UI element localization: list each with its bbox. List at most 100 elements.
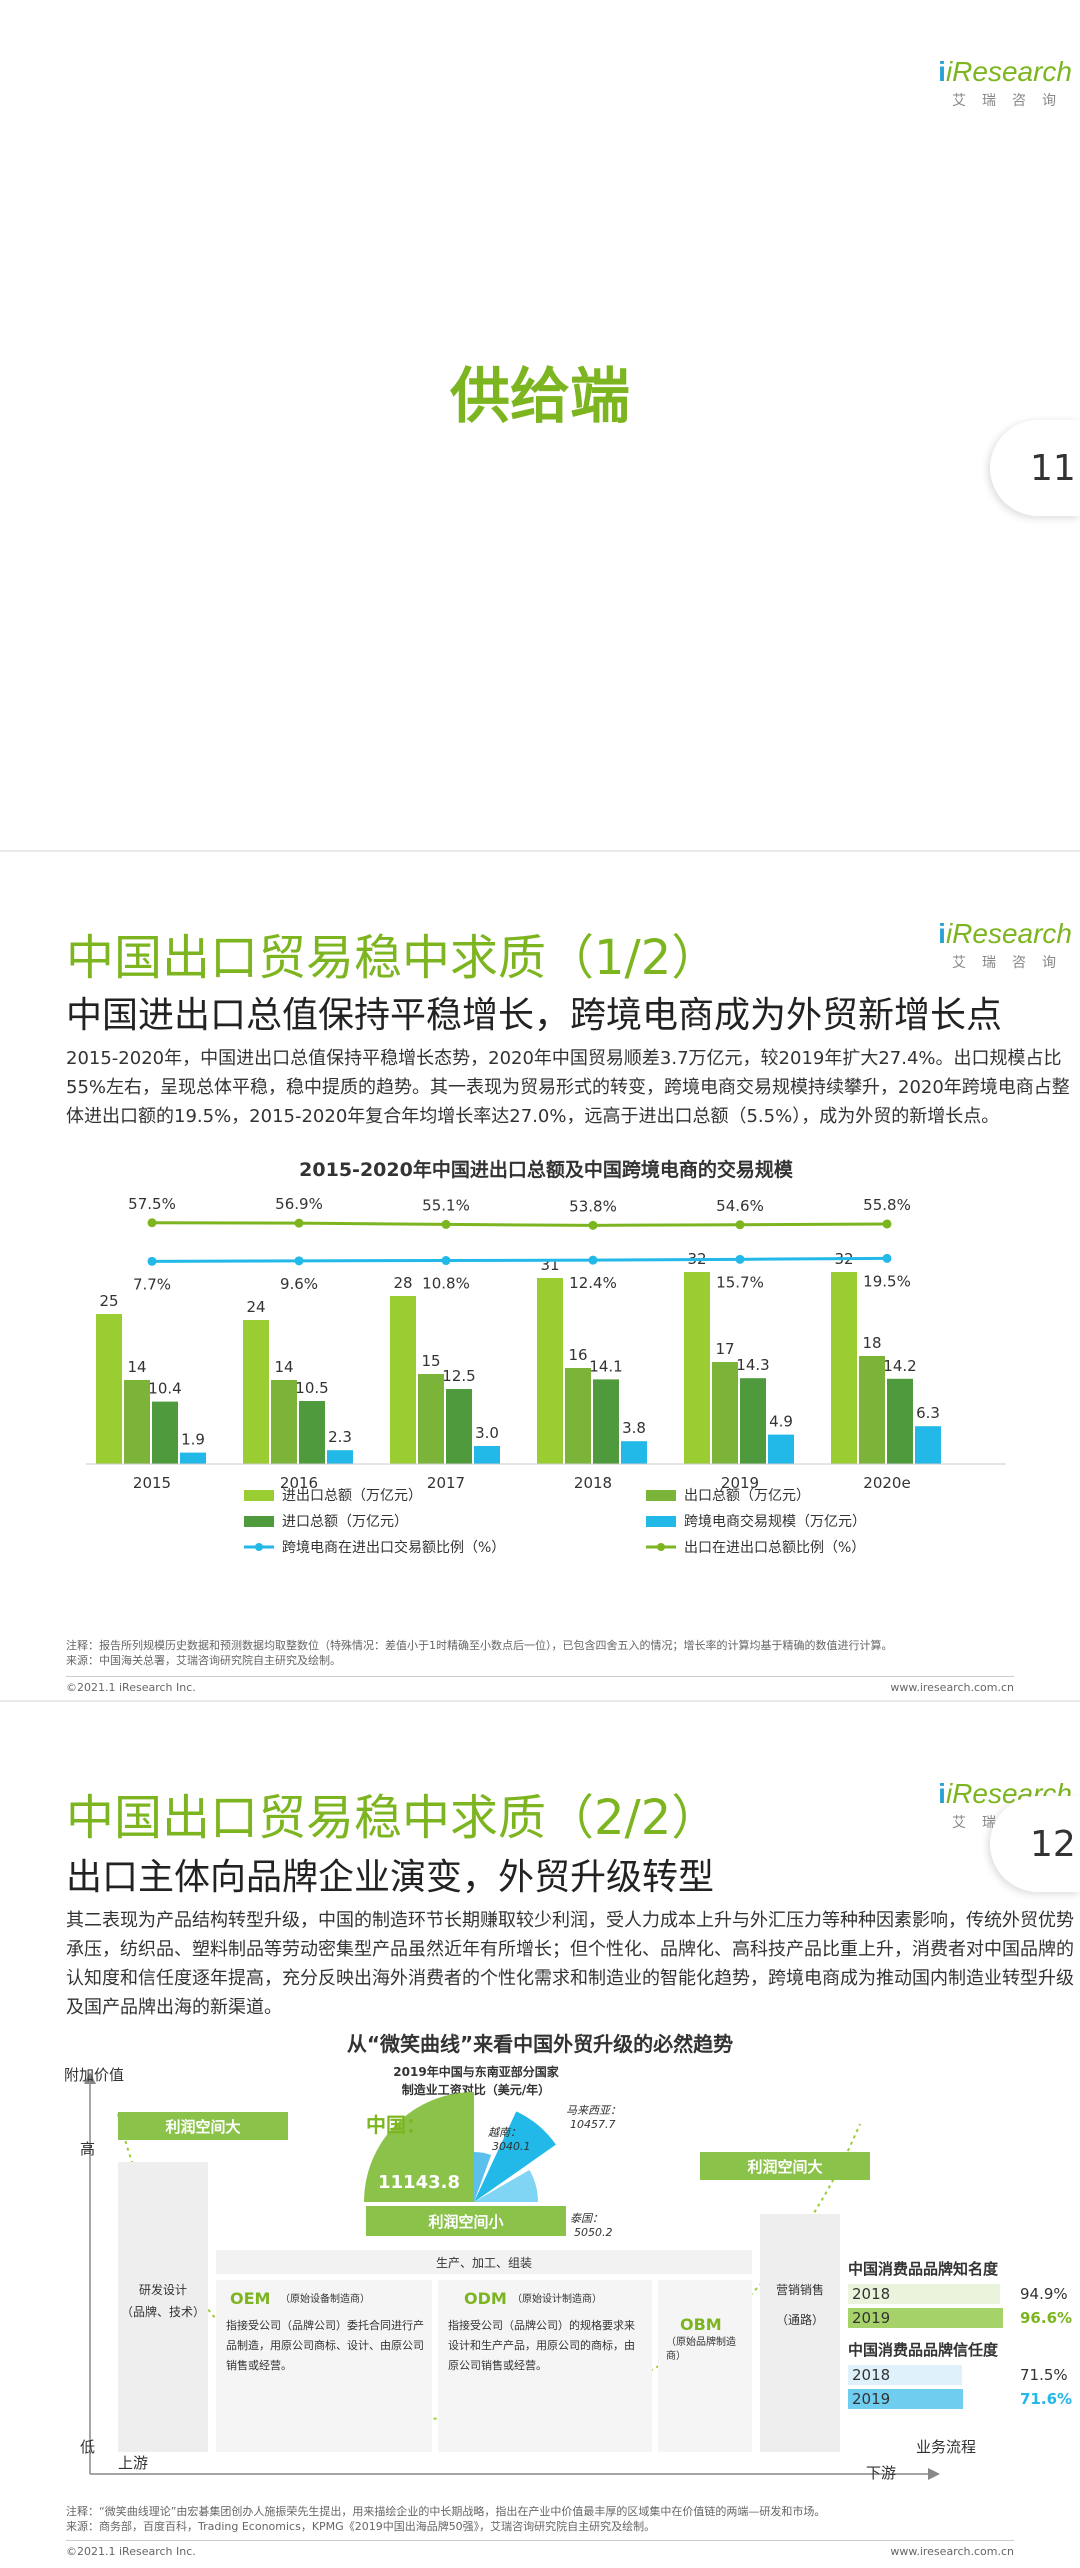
x-tick-0: 2015 (133, 1474, 171, 1492)
legend-dot-5 (657, 1543, 665, 1551)
oem-label: OEM (230, 2289, 270, 2308)
ratio-point-1-2 (441, 1256, 451, 1266)
trust-year-2019: 2019 (852, 2390, 891, 2408)
wage-fan: 越南：3040.1 马来西亚：10457.7 泰国：5050.2 (364, 2092, 621, 2239)
slide-export-trade-1: iiResearch 艾瑞咨询 中国出口贸易稳中求质（1/2） 中国进出口总值保… (0, 852, 1080, 1700)
awareness-bar-2019 (848, 2308, 1003, 2328)
trust-row-2019: 2019 71.6% (848, 2388, 1074, 2410)
bar-label-1-0: 14 (127, 1358, 146, 1376)
bar-label-0-3: 31 (540, 1256, 559, 1274)
production-label: 生产、加工、组装 (436, 2256, 532, 2270)
bar-1-0 (124, 1380, 150, 1464)
wage-wedge-vietnam (474, 2152, 492, 2202)
bar-label-2-0: 10.4 (148, 1380, 181, 1398)
page-number-tab[interactable]: 11 (990, 420, 1080, 516)
website-link[interactable]: www.iresearch.com.cn (890, 1681, 1014, 1694)
ratio-point-1-0 (147, 1256, 157, 1266)
oem-box (216, 2280, 432, 2452)
bar-1-5 (859, 1356, 885, 1464)
awareness-value-2019: 96.6% (1020, 2309, 1073, 2327)
process-label: 业务流程 (916, 2438, 976, 2456)
marketing-sub-label: （通路） (776, 2312, 824, 2327)
trust-bar-2019 (848, 2389, 963, 2409)
slide-subtitle: 出口主体向品牌企业演变，外贸升级转型 (66, 1857, 715, 1898)
summary-paragraph: 其二表现为产品结构转型升级，中国的制造环节长期赚取较少利润，受人力成本上升与外汇… (66, 1910, 1074, 2018)
bar-label-3-1: 2.3 (328, 1428, 352, 1446)
awareness-bar-2018 (848, 2284, 1000, 2304)
ratio-label-0-1: 56.9% (275, 1195, 323, 1213)
legend-swatch-3 (646, 1516, 676, 1527)
bar-label-0-1: 24 (246, 1298, 265, 1316)
brand-stats-panel: 中国消费品品牌知名度 2018 94.9% 2019 96.6% 中国消费品品牌信任度… (848, 2258, 1074, 2412)
wage-country-1: 马来西亚： (566, 2104, 621, 2117)
page-number-tab[interactable]: 12 (990, 1796, 1080, 1892)
slide-subtitle: 中国进出口总值保持平稳增长，跨境电商成为外贸新增长点 (66, 995, 1003, 1036)
trust-value-2019: 71.6% (1020, 2390, 1073, 2408)
ratio-label-0-3: 53.8% (569, 1197, 617, 1215)
profit-big-right-box (700, 2152, 870, 2180)
profit-small-label: 利润空间小 (428, 2213, 503, 2231)
rd-column (118, 2162, 208, 2452)
bar-3-4 (768, 1434, 794, 1464)
wage-wedge-malaysia (474, 2111, 556, 2202)
trust-year-2018: 2018 (852, 2366, 891, 2384)
legend-label-1: 出口总额（万亿元） (684, 1488, 810, 1504)
bar-2-4 (740, 1378, 766, 1464)
x-tick-5: 2020e (863, 1474, 910, 1492)
legend-swatch-1 (646, 1490, 676, 1501)
ratio-label-1-5: 19.5% (863, 1272, 911, 1290)
obm-sub-label: （原始品牌制造商） (666, 2337, 736, 2362)
legend-label-4: 跨境电商在进出口交易额比例（%） (282, 1539, 505, 1556)
ratio-line-0 (151, 1221, 888, 1227)
high-label: 高 (80, 2140, 95, 2158)
legend-label-2: 进口总额（万亿元） (282, 1514, 408, 1530)
bar-label-2-2: 12.5 (442, 1367, 475, 1385)
ratio-point-0-2 (441, 1219, 451, 1229)
obm-label: OBM (680, 2315, 722, 2334)
trust-row-2018: 2018 71.5% (848, 2364, 1074, 2386)
bar-label-1-1: 14 (274, 1358, 293, 1376)
legend-swatch-0 (244, 1490, 274, 1501)
bar-1-1 (271, 1380, 297, 1464)
ratio-line-1 (151, 1256, 888, 1263)
slide-footer: ©2021.1 iResearch Inc. www.iresearch.com… (66, 2540, 1014, 2558)
wage-value-1: 10457.7 (570, 2118, 616, 2131)
odm-description: 指接受公司（品牌公司）的规格要求来设计和生产产品，用原公司的商标，由原公司销售或… (448, 2319, 635, 2372)
bar-3-3 (621, 1441, 647, 1464)
awareness-value-2018: 94.9% (1020, 2285, 1068, 2303)
wage-china-value: 11143.8 (378, 2172, 460, 2193)
profit-big-right-label: 利润空间大 (747, 2158, 822, 2176)
chart-note: 注释：报告所列规模历史数据和预测数据均取整数位（特殊情况：差值小于1时精确至小数… (66, 1639, 893, 1667)
bar-label-3-0: 1.9 (181, 1431, 205, 1449)
bar-label-0-0: 25 (99, 1292, 118, 1310)
legend-dot-4 (255, 1543, 263, 1551)
ratio-label-1-0: 7.7% (133, 1275, 171, 1293)
bar-0-3 (537, 1278, 563, 1464)
slide-footer: ©2021.1 iResearch Inc. www.iresearch.com… (66, 1676, 1014, 1694)
awareness-row-2018: 2018 94.9% (848, 2283, 1074, 2305)
wage-china-label: 中国： (366, 2113, 426, 2137)
ratio-label-0-2: 55.1% (422, 1196, 470, 1214)
slide-export-trade-2: iiResearch 艾瑞咨询 12 中国出口贸易稳中求质（2/2） 出口主体向… (0, 1702, 1080, 2568)
bar-0-5 (831, 1272, 857, 1464)
ratio-point-0-3 (588, 1220, 598, 1230)
low-label: 低 (80, 2438, 95, 2456)
slide-section-cover: iiResearch 艾瑞咨询 供给端 11 (0, 0, 1080, 850)
profit-small-box (366, 2206, 566, 2236)
bar-label-2-5: 14.2 (883, 1357, 916, 1375)
website-link[interactable]: www.iresearch.com.cn (890, 2545, 1014, 2558)
smile-curve-diagram: 附加价值 高 低 上游 下游 业务流程 利润空间大 利润空间大 研发设计 （品牌… (64, 2064, 976, 2482)
bar-label-2-1: 10.5 (295, 1379, 328, 1397)
bar-1-3 (565, 1368, 591, 1464)
wage-wedge-china (364, 2092, 474, 2202)
x-tick-3: 2018 (574, 1474, 612, 1492)
bar-2-0 (152, 1401, 178, 1464)
slide-title: 中国出口贸易稳中求质（1/2） (66, 930, 720, 986)
section-title: 供给端 (450, 362, 630, 432)
bar-2-5 (887, 1378, 913, 1464)
upstream-label: 上游 (118, 2454, 148, 2472)
bar-0-2 (390, 1296, 416, 1464)
awareness-title: 中国消费品品牌知名度 (848, 2260, 999, 2278)
x-tick-4: 2019 (721, 1474, 759, 1492)
obm-box (658, 2280, 752, 2452)
